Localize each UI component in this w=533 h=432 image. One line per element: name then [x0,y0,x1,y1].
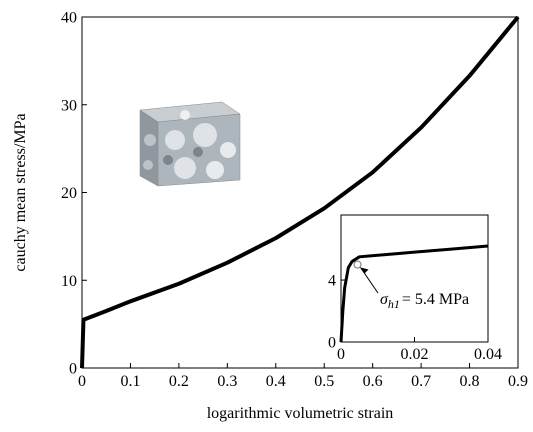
x-tick-label: 0.1 [120,373,140,390]
x-tick-label: 0.3 [217,373,237,390]
foam-cube-image [139,101,241,187]
x-tick-label: 0.4 [266,373,286,390]
inset-background [341,215,488,342]
x-tick-label: 0.9 [508,373,528,390]
x-tick-label: 0.04 [474,346,502,363]
x-tick-label: 0.2 [169,373,189,390]
y-tick-label: 4 [328,272,336,289]
x-tick-label: 0 [78,373,86,390]
x-tick-label: 0.8 [460,373,480,390]
y-tick-label: 0 [69,361,77,378]
yield-marker [353,260,362,269]
data-line [80,15,520,369]
arrow-head [360,267,369,274]
x-tick-label: 0.7 [411,373,431,390]
y-axis-label: cauchy mean stress/MPa [12,113,29,271]
x-tick-label: 0.02 [401,346,429,363]
annotation-text: = 5.4 MPa [402,291,469,308]
y-tick-label: 40 [61,10,77,27]
x-tick-label: 0.5 [314,373,334,390]
x-tick-label: 0 [337,346,345,363]
y-tick-label: 30 [61,97,77,114]
annotation-symbol: σ [380,291,389,308]
annotation-subscript: h1 [388,297,400,311]
x-tick-label: 0.6 [363,373,383,390]
y-tick-label: 20 [61,185,77,202]
data-line [339,244,489,343]
annotation: σh1 = 5.4 MPa [380,291,469,311]
y-tick-label: 10 [61,273,77,290]
y-tick-label: 0 [328,334,336,351]
x-axis-label: logarithmic volumetric strain [207,405,394,422]
